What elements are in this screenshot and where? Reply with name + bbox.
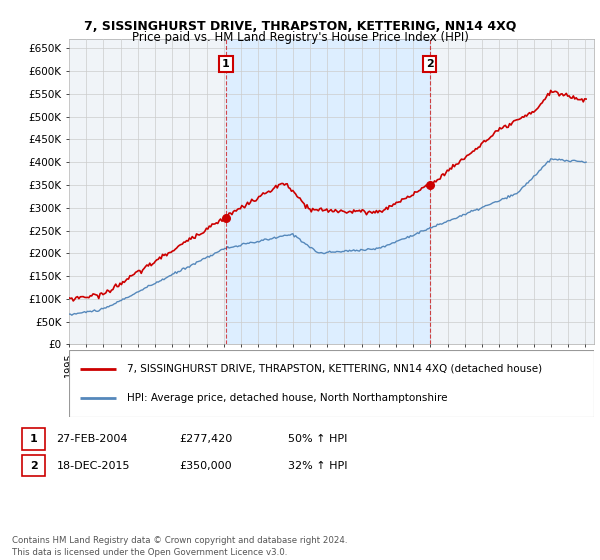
- Text: HPI: Average price, detached house, North Northamptonshire: HPI: Average price, detached house, Nort…: [127, 393, 447, 403]
- Text: £350,000: £350,000: [179, 461, 232, 471]
- Text: 7, SISSINGHURST DRIVE, THRAPSTON, KETTERING, NN14 4XQ: 7, SISSINGHURST DRIVE, THRAPSTON, KETTER…: [84, 20, 516, 32]
- FancyBboxPatch shape: [69, 350, 594, 417]
- Text: 27-FEB-2004: 27-FEB-2004: [56, 434, 128, 444]
- Text: 1: 1: [222, 59, 230, 69]
- Text: 7, SISSINGHURST DRIVE, THRAPSTON, KETTERING, NN14 4XQ (detached house): 7, SISSINGHURST DRIVE, THRAPSTON, KETTER…: [127, 364, 542, 374]
- Text: 32% ↑ HPI: 32% ↑ HPI: [288, 461, 347, 471]
- Bar: [226, 39, 430, 344]
- Text: Price paid vs. HM Land Registry's House Price Index (HPI): Price paid vs. HM Land Registry's House …: [131, 31, 469, 44]
- Text: 50% ↑ HPI: 50% ↑ HPI: [288, 434, 347, 444]
- Text: £277,420: £277,420: [179, 434, 232, 444]
- Text: 2: 2: [29, 461, 37, 471]
- Text: Contains HM Land Registry data © Crown copyright and database right 2024.
This d: Contains HM Land Registry data © Crown c…: [12, 536, 347, 557]
- FancyBboxPatch shape: [22, 428, 46, 450]
- Point: [425, 180, 434, 189]
- FancyBboxPatch shape: [22, 455, 46, 477]
- Text: 1: 1: [29, 434, 37, 444]
- Text: 2: 2: [426, 59, 434, 69]
- Point: [221, 213, 231, 222]
- Text: 18-DEC-2015: 18-DEC-2015: [56, 461, 130, 471]
